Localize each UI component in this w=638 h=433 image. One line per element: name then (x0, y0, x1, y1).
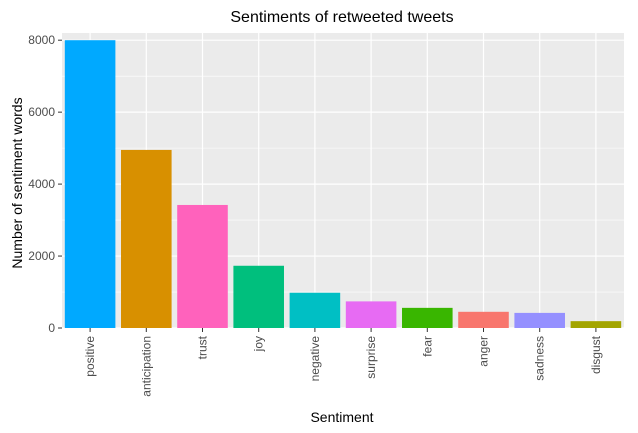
x-tick-label-joy: joy (252, 336, 266, 352)
y-tick-label: 2000 (28, 249, 55, 263)
x-tick-label-anticipation: anticipation (139, 336, 153, 397)
bar-trust (177, 204, 228, 328)
x-tick-label-fear: fear (420, 336, 434, 357)
y-tick-label: 8000 (28, 33, 55, 47)
y-tick-label: 4000 (28, 177, 55, 191)
bar-positive (64, 40, 116, 328)
bar-fear (402, 307, 453, 328)
bars (64, 40, 622, 328)
bar-anger (458, 311, 509, 328)
x-tick-label-disgust: disgust (589, 335, 603, 374)
bar-surprise (345, 301, 397, 328)
x-tick-label-anger: anger (477, 336, 491, 367)
x-tick-label-positive: positive (83, 336, 97, 377)
y-tick-label: 0 (48, 321, 55, 335)
x-tick-label-negative: negative (308, 336, 322, 382)
bar-sadness (514, 312, 565, 328)
bar-disgust (570, 321, 622, 328)
bar-negative (289, 292, 341, 328)
chart-title: Sentiments of retweeted tweets (230, 9, 453, 26)
x-tick-label-surprise: surprise (364, 336, 378, 379)
y-axis: 0 2000 4000 6000 8000 (28, 33, 62, 335)
x-axis-title: Sentiment (310, 409, 373, 425)
bar-anticipation (121, 149, 172, 328)
y-axis-title: Number of sentiment words (9, 97, 25, 268)
x-axis: positive anticipation trust joy negative surp… (83, 328, 603, 397)
x-tick-label-trust: trust (196, 335, 210, 359)
x-tick-label-sadness: sadness (533, 336, 547, 381)
y-tick-label: 6000 (28, 105, 55, 119)
bar-joy (233, 265, 284, 328)
